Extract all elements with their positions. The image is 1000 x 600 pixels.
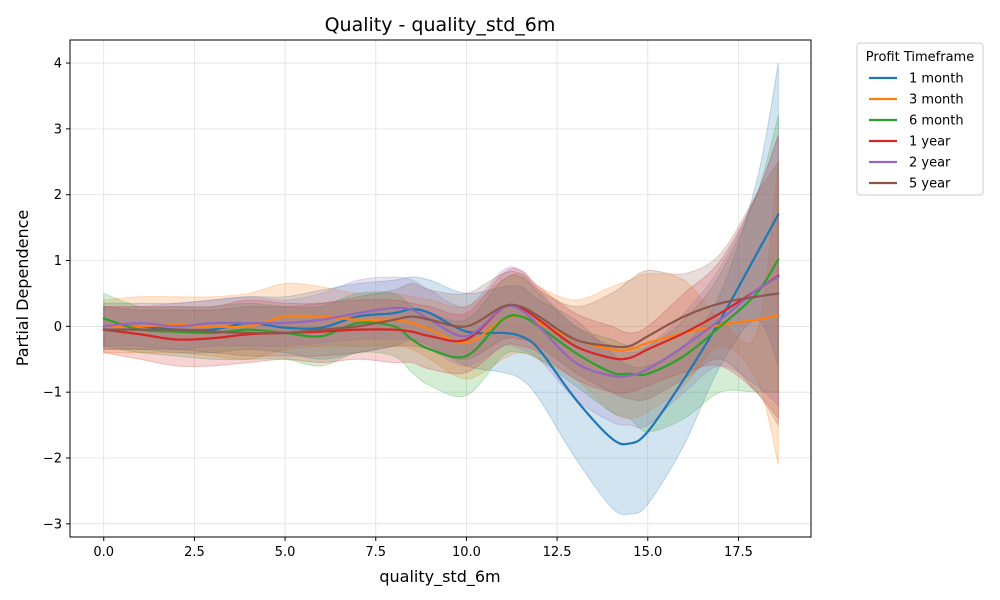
plot-area (69, 39, 812, 538)
series-line-1-year (102, 274, 780, 361)
y-axis-ticks: −3 −2 −1 0 1 2 3 4 (43, 57, 70, 532)
series-line-3-month (102, 314, 780, 352)
series-lines (102, 213, 780, 446)
x-tick-label: 15.0 (633, 545, 662, 560)
y-tick-label: −3 (43, 517, 62, 532)
confidence-band-2-year (103, 135, 779, 429)
x-tick-label: 10.0 (452, 545, 481, 560)
legend-label: 1 year (909, 135, 951, 150)
chart-title: Quality - quality_std_6m (325, 14, 556, 36)
legend-label: 3 month (909, 93, 964, 108)
legend-box (856, 42, 984, 196)
legend-label: 1 month (909, 72, 964, 87)
confidence-band-3-month (103, 161, 779, 465)
x-tick-label: 7.5 (365, 545, 386, 560)
x-tick-label: 5.0 (275, 545, 296, 560)
x-tick-label: 17.5 (724, 545, 753, 560)
series-line-5-year (102, 292, 780, 349)
legend-label: 2 year (909, 156, 951, 171)
y-tick-label: 1 (54, 254, 62, 269)
y-tick-label: 3 (54, 122, 62, 137)
y-tick-label: −2 (43, 452, 62, 467)
series-line-6-month (102, 258, 780, 377)
confidence-bands (103, 62, 779, 516)
y-tick-label: 0 (54, 320, 62, 335)
x-tick-label: 12.5 (543, 545, 572, 560)
y-axis-title: Partial Dependence (13, 210, 32, 366)
x-tick-label: 2.5 (184, 545, 205, 560)
confidence-band-1-month (103, 62, 779, 516)
x-tick-label: 0.0 (93, 545, 114, 560)
legend-label: 5 year (909, 177, 951, 192)
series-line-2-year (102, 275, 780, 379)
x-axis-ticks: 0.0 2.5 5.0 7.5 10.0 12.5 15.0 17.5 (93, 537, 753, 560)
legend-items: 1 month 3 month 6 month 1 year 2 year 5 year (869, 72, 964, 192)
y-tick-label: 2 (54, 188, 62, 203)
legend-title: Profit Timeframe (866, 50, 974, 65)
legend-label: 6 month (909, 114, 964, 129)
confidence-band-6-month (103, 115, 779, 433)
x-axis-title: quality_std_6m (379, 567, 500, 587)
y-tick-label: −1 (43, 386, 62, 401)
y-tick-label: 4 (54, 57, 62, 72)
